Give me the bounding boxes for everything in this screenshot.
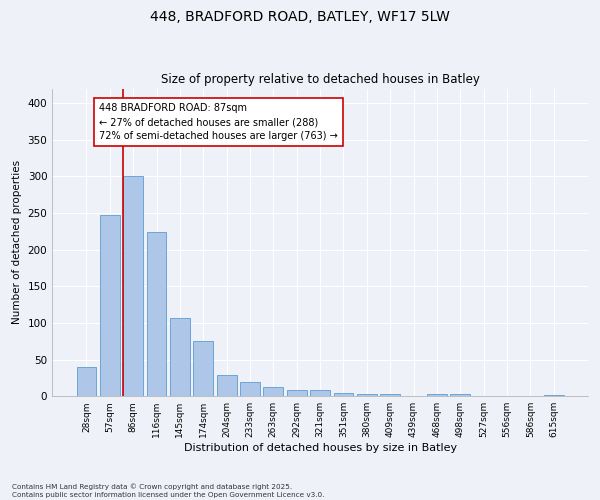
Bar — [170, 318, 190, 396]
Title: Size of property relative to detached houses in Batley: Size of property relative to detached ho… — [161, 73, 479, 86]
X-axis label: Distribution of detached houses by size in Batley: Distribution of detached houses by size … — [184, 443, 457, 453]
Text: 448 BRADFORD ROAD: 87sqm
← 27% of detached houses are smaller (288)
72% of semi-: 448 BRADFORD ROAD: 87sqm ← 27% of detach… — [100, 103, 338, 141]
Bar — [240, 382, 260, 396]
Bar — [380, 394, 400, 396]
Bar — [427, 394, 447, 396]
Bar — [217, 375, 236, 396]
Bar — [193, 342, 213, 396]
Bar — [77, 367, 97, 396]
Bar — [357, 394, 377, 396]
Bar — [334, 394, 353, 396]
Text: Contains HM Land Registry data © Crown copyright and database right 2025.
Contai: Contains HM Land Registry data © Crown c… — [12, 484, 325, 498]
Y-axis label: Number of detached properties: Number of detached properties — [12, 160, 22, 324]
Bar — [451, 394, 470, 396]
Bar — [287, 390, 307, 396]
Bar — [146, 232, 166, 396]
Text: 448, BRADFORD ROAD, BATLEY, WF17 5LW: 448, BRADFORD ROAD, BATLEY, WF17 5LW — [150, 10, 450, 24]
Bar — [100, 214, 120, 396]
Bar — [263, 388, 283, 396]
Bar — [123, 176, 143, 396]
Bar — [310, 390, 330, 396]
